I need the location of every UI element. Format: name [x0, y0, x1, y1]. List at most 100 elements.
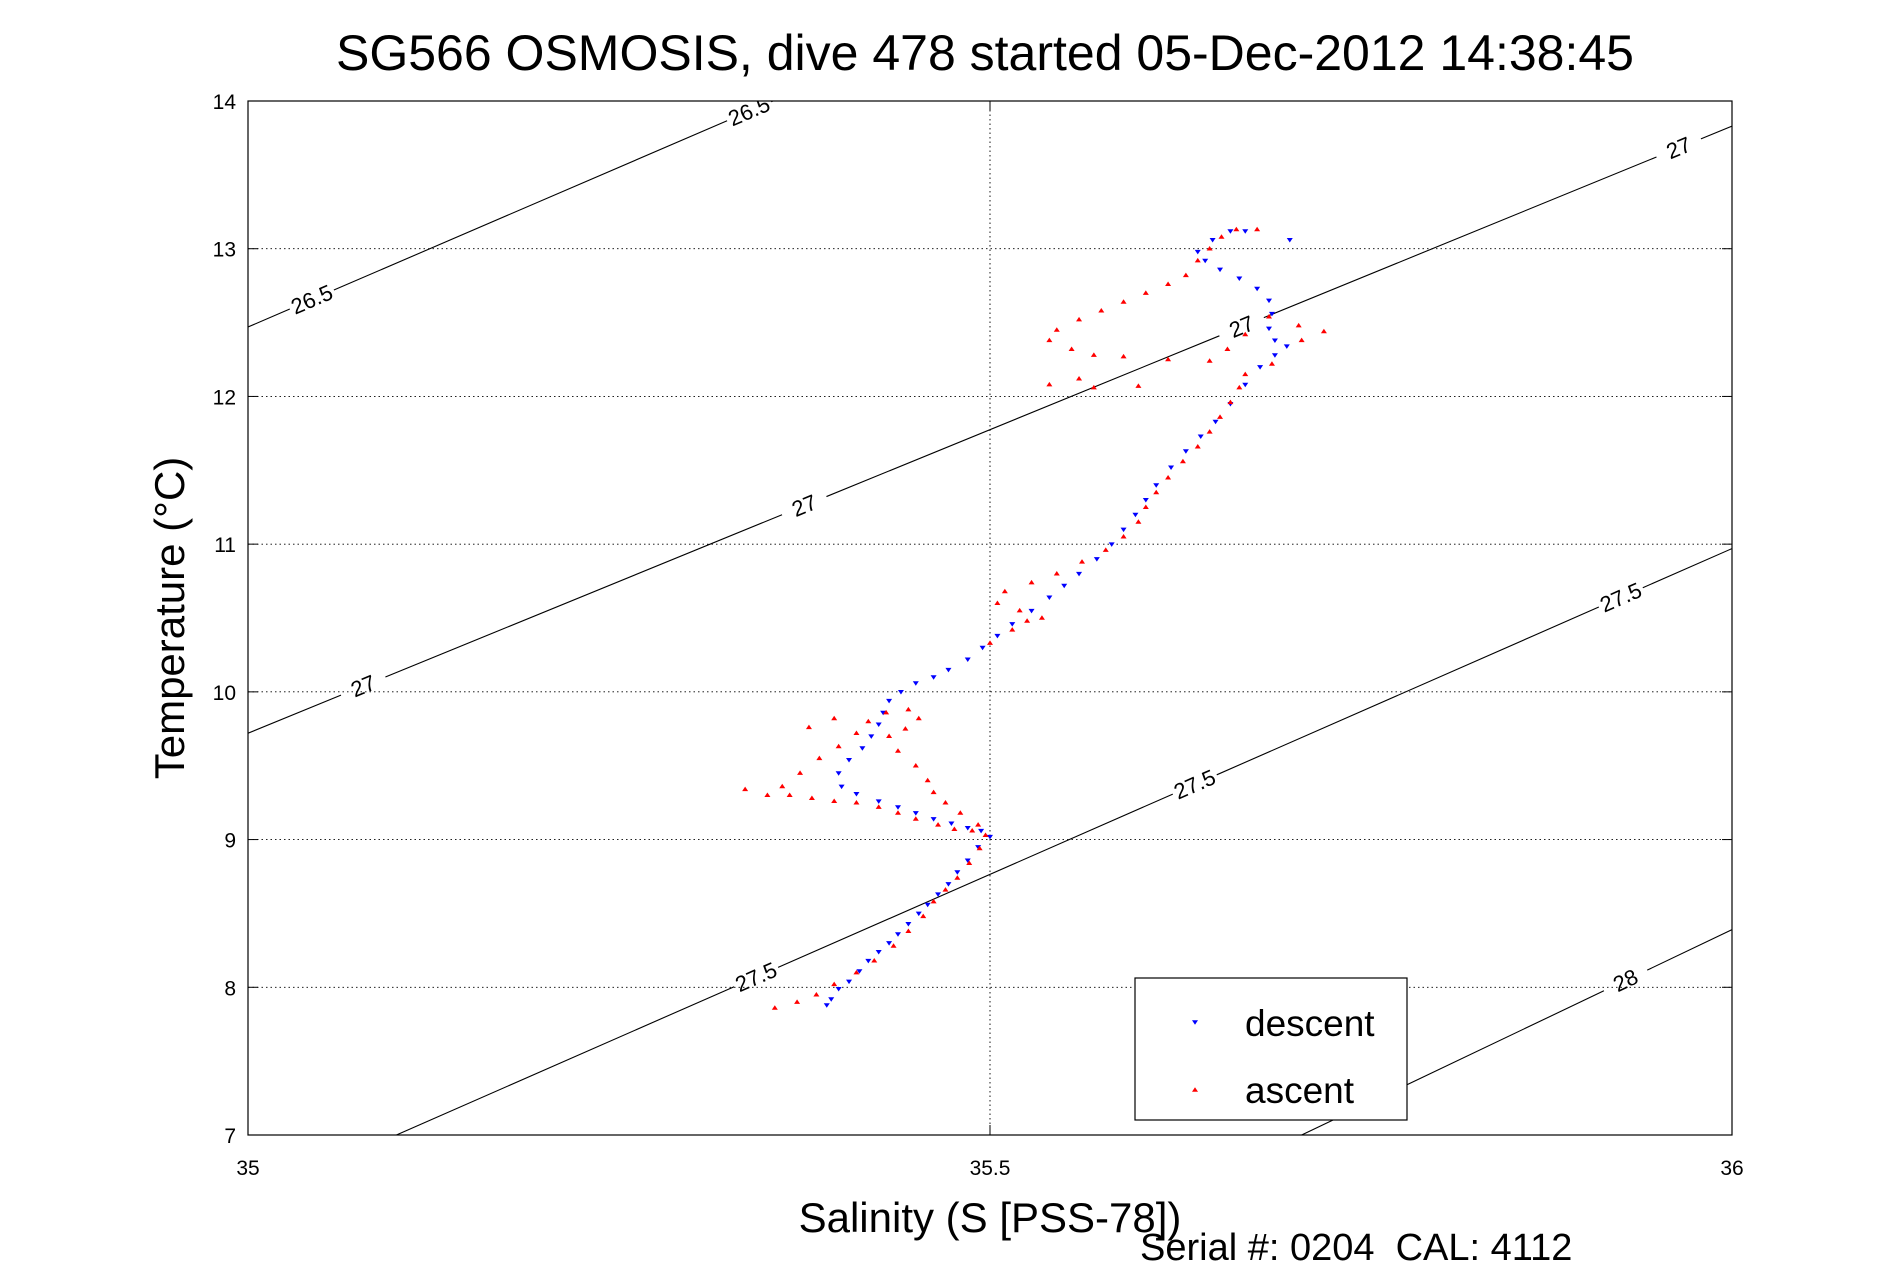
data-point-ascent [1053, 327, 1060, 332]
data-point-descent [930, 817, 937, 822]
data-point-ascent [1053, 570, 1060, 576]
x-tick-label: 35.5 [970, 1157, 1011, 1180]
data-point-descent [846, 758, 853, 763]
data-point-ascent [1179, 458, 1186, 464]
data-point-descent [1286, 238, 1293, 243]
data-point-descent [979, 645, 986, 651]
data-point-descent [1076, 571, 1083, 577]
data-point-ascent [894, 810, 901, 815]
data-point-ascent [1046, 337, 1053, 343]
chart-title: SG566 OSMOSIS, dive 478 started 05-Dec-2… [336, 25, 1634, 81]
data-point-ascent [1135, 519, 1142, 524]
data-point-descent [1009, 622, 1016, 627]
data-point-descent [1257, 365, 1264, 370]
data-point-ascent [1142, 504, 1149, 510]
data-point-descent [856, 969, 863, 974]
data-point-descent [912, 681, 919, 686]
data-point-descent [1028, 608, 1035, 614]
data-point-ascent [1079, 559, 1086, 564]
data-point-ascent [1236, 384, 1243, 390]
data-point-descent [875, 950, 882, 955]
data-point-ascent [1016, 607, 1023, 613]
data-point-descent [1212, 419, 1219, 425]
data-point-ascent [894, 748, 901, 753]
data-point-descent [886, 941, 893, 946]
data-point-ascent [902, 726, 909, 731]
legend-marker-ascent [1192, 1087, 1198, 1092]
y-tick-label: 12 [213, 386, 236, 409]
data-point-ascent [1218, 234, 1225, 239]
data-point-descent [1283, 344, 1290, 349]
data-point-descent [1242, 229, 1249, 234]
data-point-descent [1182, 449, 1189, 454]
data-point-ascent [831, 981, 838, 987]
data-point-ascent [764, 792, 771, 798]
data-point-ascent [957, 810, 964, 815]
data-point-ascent [875, 804, 882, 809]
data-point-ascent [786, 792, 793, 798]
y-axis-label: Temperature (°C) [146, 457, 193, 780]
data-point-ascent [924, 777, 931, 783]
data-point-ascent [1046, 381, 1053, 387]
data-point-ascent [951, 826, 958, 832]
data-point-descent [894, 805, 901, 810]
data-point-descent [964, 825, 971, 831]
data-point-ascent [954, 875, 961, 880]
data-point-descent [835, 771, 842, 776]
data-point-descent [1209, 238, 1216, 243]
data-point-descent [1268, 311, 1275, 317]
data-point-ascent [1233, 226, 1240, 232]
data-point-descent [1265, 326, 1272, 332]
data-point-ascent [808, 795, 815, 801]
y-tick-label: 14 [213, 91, 237, 114]
data-point-descent [915, 911, 922, 917]
data-point-ascent [1102, 547, 1109, 552]
x-tick-label: 35 [236, 1157, 259, 1180]
data-point-ascent [1068, 346, 1075, 351]
data-point-descent [1093, 557, 1100, 562]
data-point-ascent [886, 733, 893, 738]
data-point-descent [1271, 338, 1278, 343]
data-point-descent [868, 734, 875, 739]
data-point-ascent [982, 832, 989, 837]
data-point-ascent [1165, 281, 1172, 286]
data-point-ascent [853, 799, 860, 805]
data-point-ascent [816, 755, 823, 761]
data-point-descent [948, 821, 955, 827]
data-point-ascent [1120, 534, 1127, 539]
data-point-ascent [912, 763, 919, 768]
y-tick-label: 7 [224, 1125, 236, 1148]
data-point-descent [924, 902, 931, 908]
data-point-ascent [994, 600, 1001, 606]
data-point-descent [930, 675, 937, 680]
data-point-descent [1197, 434, 1204, 440]
data-point-ascent [920, 913, 927, 919]
data-point-ascent [912, 816, 919, 821]
data-point-descent [1242, 382, 1249, 388]
data-point-ascent [771, 1005, 778, 1010]
data-point-ascent [942, 799, 949, 805]
data-point-ascent [1254, 226, 1261, 232]
data-point-descent [1254, 286, 1261, 292]
data-point-descent [1132, 512, 1139, 518]
data-point-descent [859, 746, 866, 751]
data-point-ascent [797, 770, 804, 775]
data-point-descent [1168, 465, 1175, 471]
data-point-ascent [930, 789, 937, 795]
data-point-ascent [853, 730, 860, 736]
data-point-descent [1142, 498, 1149, 503]
legend-marker-symbol [1192, 1087, 1198, 1092]
data-point-descent [1236, 276, 1243, 281]
data-point-ascent [1242, 331, 1249, 337]
data-point-ascent [1009, 627, 1016, 632]
data-point-descent [875, 799, 882, 804]
data-point-descent [846, 979, 853, 985]
data-point-descent [912, 811, 919, 816]
data-point-ascent [1242, 371, 1249, 377]
data-point-descent [964, 858, 971, 863]
data-point-ascent [935, 822, 942, 827]
y-tick-label: 9 [224, 830, 236, 853]
data-point-ascent [1076, 376, 1083, 381]
data-point-ascent [1120, 299, 1127, 304]
